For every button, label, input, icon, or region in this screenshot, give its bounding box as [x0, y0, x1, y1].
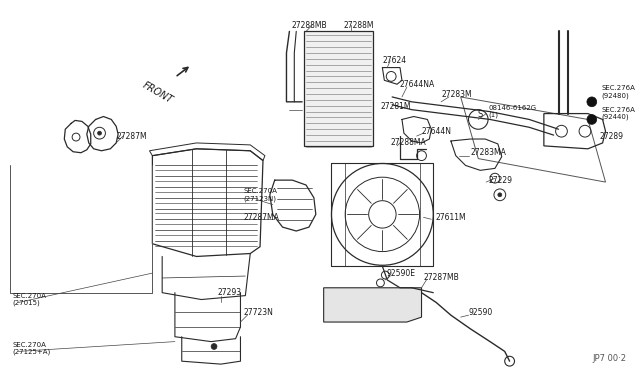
- Text: 92590: 92590: [468, 308, 493, 317]
- Text: 27289: 27289: [600, 132, 623, 141]
- Text: 27611M: 27611M: [435, 213, 466, 222]
- Text: 27281M: 27281M: [380, 102, 411, 111]
- Text: 27644N: 27644N: [422, 127, 452, 136]
- Polygon shape: [304, 31, 372, 146]
- Text: 27288MA: 27288MA: [390, 138, 426, 147]
- Circle shape: [587, 115, 596, 124]
- Text: 27287MB: 27287MB: [424, 273, 460, 282]
- Text: SEC.270A
(27125+A): SEC.270A (27125+A): [12, 342, 51, 355]
- Text: 27293: 27293: [218, 288, 242, 297]
- Text: 27288MB: 27288MB: [291, 21, 327, 30]
- Text: 92590E: 92590E: [387, 269, 415, 278]
- Text: S: S: [477, 110, 483, 119]
- Text: 27287MA: 27287MA: [243, 213, 279, 222]
- Text: 27624: 27624: [382, 56, 406, 65]
- Text: 27229: 27229: [488, 176, 512, 185]
- Circle shape: [587, 97, 596, 107]
- Text: SEC.270A
(27123N): SEC.270A (27123N): [243, 188, 277, 202]
- Text: JP7 00·2: JP7 00·2: [593, 355, 627, 363]
- Text: 27644NA: 27644NA: [400, 80, 435, 89]
- Text: 27287M: 27287M: [116, 132, 147, 141]
- Polygon shape: [324, 288, 422, 322]
- Circle shape: [211, 344, 217, 349]
- Text: SEC.276A
(92480): SEC.276A (92480): [602, 85, 636, 99]
- Text: 08146-6162G
(1): 08146-6162G (1): [488, 105, 536, 118]
- Text: 27288M: 27288M: [343, 21, 374, 30]
- Text: FRONT: FRONT: [141, 80, 174, 106]
- Text: 27283M: 27283M: [441, 90, 472, 99]
- Circle shape: [97, 131, 102, 135]
- Text: 27283MA: 27283MA: [470, 148, 506, 157]
- Text: 27723N: 27723N: [243, 308, 273, 317]
- Text: SEC.276A
(92440): SEC.276A (92440): [602, 107, 636, 120]
- Text: SEC.270A
(27015): SEC.270A (27015): [12, 293, 46, 306]
- Circle shape: [498, 193, 502, 197]
